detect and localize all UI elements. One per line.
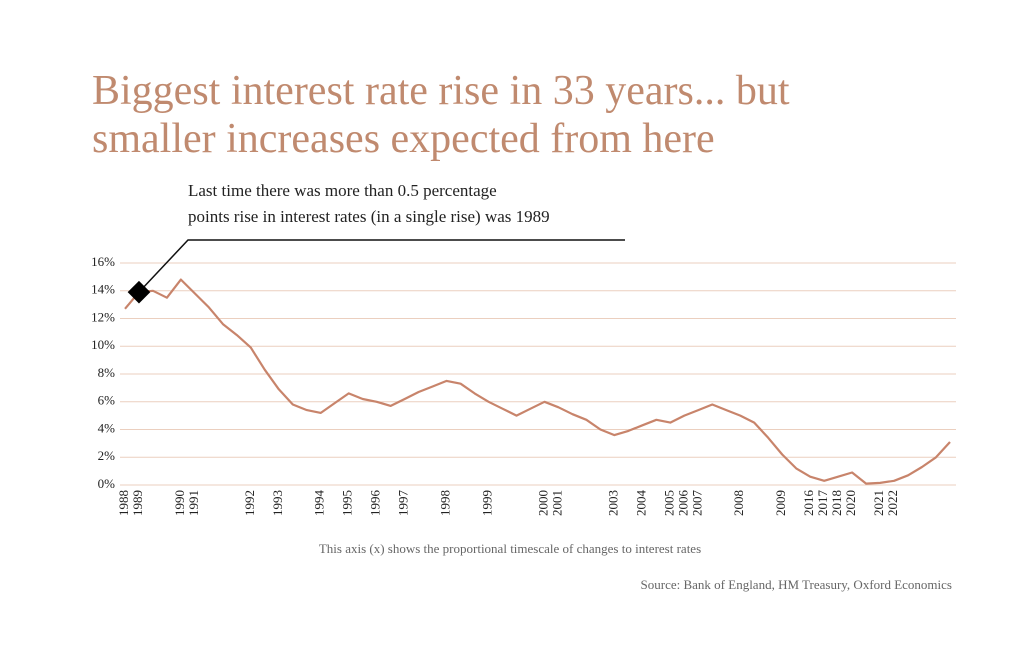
y-tick-label: 4%: [98, 420, 116, 435]
x-tick-label: 1992: [242, 490, 257, 516]
x-tick-label: 2005: [661, 490, 676, 516]
x-tick-label: 1995: [340, 490, 355, 516]
x-tick-label: 2006: [675, 490, 690, 517]
x-tick-label: 1999: [480, 490, 495, 516]
x-tick-label: 2009: [773, 490, 788, 516]
source: Source: Bank of England, HM Treasury, Ox…: [641, 577, 952, 592]
x-tick-label: 2016: [801, 490, 816, 517]
x-tick-label: 2004: [633, 490, 648, 517]
x-tick-label: 1989: [130, 490, 145, 516]
x-tick-label: 2022: [885, 490, 900, 516]
x-tick-label: 2018: [829, 490, 844, 516]
y-tick-label: 2%: [98, 448, 116, 463]
annotation-leader: [138, 239, 625, 293]
x-axis-label: This axis (x) shows the proportional tim…: [319, 541, 701, 556]
y-tick-label: 16%: [91, 254, 115, 269]
x-tick-label: 2001: [549, 490, 564, 516]
x-tick-label: 2020: [843, 490, 858, 516]
chart-title: smaller increases expected from here: [92, 116, 715, 162]
x-tick-label: 1990: [172, 490, 187, 516]
y-tick-label: 6%: [98, 393, 116, 408]
x-tick-label: 1994: [312, 490, 327, 517]
x-tick-label: 2008: [731, 490, 746, 516]
x-tick-label: 1998: [438, 490, 453, 516]
x-tick-label: 2000: [535, 490, 550, 516]
y-tick-label: 12%: [91, 309, 115, 324]
x-tick-label: 1993: [270, 490, 285, 516]
x-tick-label: 2007: [689, 490, 704, 517]
x-tick-label: 1988: [116, 490, 131, 516]
data-line: [124, 278, 951, 485]
y-tick-label: 14%: [91, 282, 115, 297]
x-tick-label: 1996: [368, 490, 383, 517]
y-tick-label: 8%: [98, 365, 116, 380]
x-tick-label: 2003: [605, 490, 620, 516]
x-tick-label: 1991: [186, 490, 201, 516]
annotation: points rise in interest rates (in a sing…: [188, 207, 550, 226]
annotation: Last time there was more than 0.5 percen…: [188, 181, 497, 200]
x-tick-label: 2021: [871, 490, 886, 516]
x-tick-label: 1997: [396, 490, 411, 517]
y-tick-label: 0%: [98, 476, 116, 491]
y-tick-label: 10%: [91, 337, 115, 352]
chart-title: Biggest interest rate rise in 33 years..…: [92, 68, 790, 114]
x-tick-label: 2017: [815, 490, 830, 517]
